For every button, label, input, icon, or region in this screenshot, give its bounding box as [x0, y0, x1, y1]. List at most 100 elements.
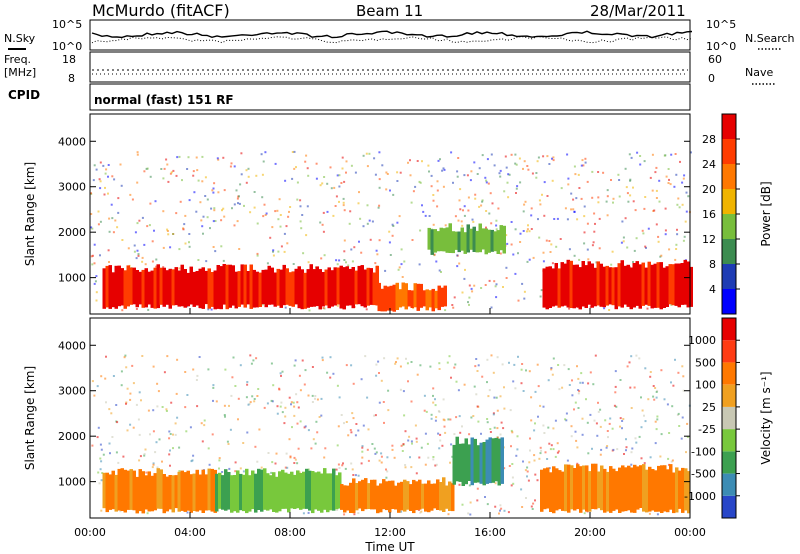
speckle-cell: [285, 225, 288, 228]
speckle-cell: [357, 512, 360, 515]
band-cell: [564, 464, 568, 512]
band-cell: [546, 467, 550, 509]
speckle-cell: [459, 208, 462, 211]
speckle-cell: [538, 199, 541, 202]
speckle-cell: [626, 246, 629, 249]
speckle-cell: [337, 463, 340, 466]
band-cell: [464, 438, 468, 485]
speckle-cell: [496, 409, 499, 412]
band-cell: [683, 259, 687, 305]
speckle-cell: [152, 430, 155, 433]
colorbar-tick-label: 28: [702, 133, 716, 146]
speckle-cell: [581, 433, 584, 436]
band-cell: [472, 226, 476, 252]
band-cell: [171, 269, 175, 306]
speckle-cell: [430, 417, 433, 420]
band-cell: [159, 469, 163, 509]
band-cell: [270, 267, 274, 305]
speckle-cell: [375, 363, 378, 366]
band-cell: [401, 282, 405, 307]
band-cell: [351, 267, 355, 309]
speckle-cell: [111, 175, 114, 178]
speckle-cell: [486, 158, 489, 161]
speckle-cell: [163, 371, 166, 374]
speckle-cell: [99, 254, 101, 257]
speckle-cell: [237, 202, 239, 205]
band-cell: [645, 469, 649, 513]
band-cell: [382, 479, 386, 510]
speckle-cell: [152, 462, 155, 465]
speckle-cell: [496, 427, 499, 430]
speckle-cell: [119, 163, 122, 166]
speckle-cell: [494, 505, 497, 508]
band-cell: [147, 471, 151, 512]
speckle-cell: [480, 204, 483, 207]
speckle-cell: [515, 454, 518, 457]
nave-label: Nave: [745, 66, 773, 79]
speckle-cell: [399, 171, 402, 174]
speckle-cell: [202, 215, 205, 218]
speckle-cell: [277, 218, 280, 221]
speckle-cell: [581, 381, 584, 384]
speckle-cell: [110, 412, 113, 415]
speckle-cell: [287, 215, 290, 218]
speckle-cell: [336, 384, 339, 387]
colorbar-segment: [722, 164, 736, 189]
speckle-cell: [172, 233, 175, 235]
speckle-cell: [403, 414, 406, 417]
speckle-cell: [490, 153, 493, 156]
band-cell: [141, 471, 145, 514]
speckle-cell: [507, 196, 510, 199]
band-cell: [612, 468, 616, 511]
speckle-cell: [567, 183, 570, 186]
speckle-cell: [129, 193, 132, 196]
speckle-cell: [657, 240, 660, 243]
speckle-cell: [622, 418, 625, 420]
speckle-cell: [441, 169, 444, 172]
speckle-cell: [677, 197, 680, 200]
speckle-cell: [451, 455, 454, 458]
speckle-cell: [510, 429, 513, 432]
speckle-cell: [350, 164, 353, 167]
band-cell: [630, 467, 634, 513]
speckle-cell: [546, 458, 549, 460]
speckle-cell: [625, 446, 628, 449]
speckle-cell: [516, 448, 519, 451]
speckle-cell: [256, 222, 259, 225]
speckle-cell: [266, 402, 269, 405]
speckle-cell: [591, 196, 594, 199]
speckle-cell: [667, 457, 670, 460]
speckle-cell: [375, 451, 378, 454]
speckle-cell: [165, 408, 168, 411]
speckle-cell: [100, 479, 103, 482]
speckle-cell: [360, 378, 363, 381]
speckle-cell: [526, 466, 529, 469]
speckle-cell: [343, 239, 346, 242]
speckle-cell: [621, 420, 624, 422]
speckle-cell: [420, 510, 423, 513]
speckle-cell: [365, 152, 368, 155]
speckle-cell: [597, 410, 600, 413]
speckle-cell: [333, 186, 336, 189]
band-cell: [638, 264, 642, 309]
band-cell: [245, 468, 249, 514]
band-cell: [627, 465, 631, 511]
speckle-cell: [548, 442, 551, 445]
speckle-cell: [529, 449, 531, 452]
speckle-cell: [399, 365, 402, 368]
speckle-cell: [366, 204, 369, 207]
band-cell: [644, 267, 648, 305]
band-cell: [660, 465, 664, 513]
band-cell: [120, 468, 124, 511]
speckle-cell: [193, 191, 196, 194]
speckle-cell: [633, 386, 636, 389]
speckle-cell: [299, 220, 302, 223]
speckle-cell: [115, 404, 118, 406]
speckle-cell: [500, 421, 503, 424]
speckle-cell: [146, 167, 149, 170]
speckle-cell: [512, 482, 515, 485]
speckle-cell: [166, 230, 169, 232]
speckle-cell: [145, 471, 148, 474]
speckle-cell: [533, 459, 536, 462]
colorbar-segment: [722, 289, 736, 314]
